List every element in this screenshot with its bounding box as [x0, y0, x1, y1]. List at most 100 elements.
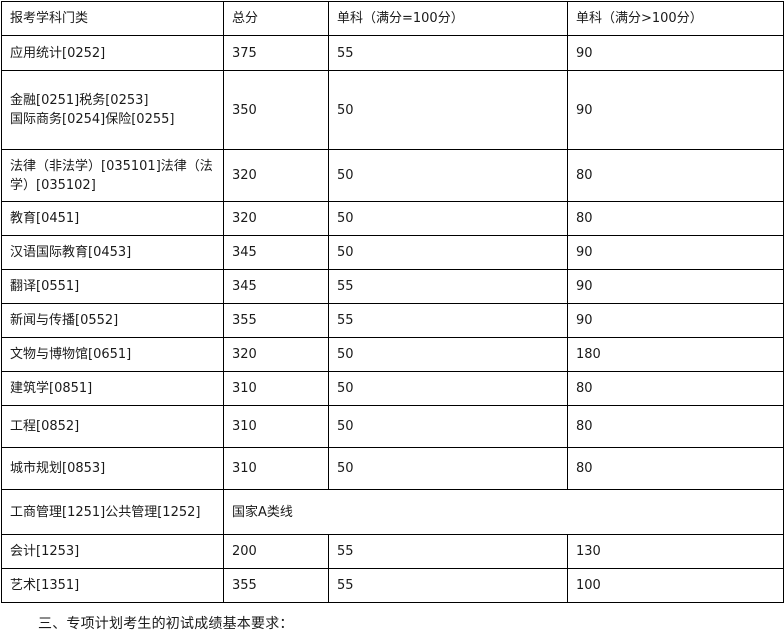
cell-subject: 教育[0451]	[1, 201, 224, 236]
single-over-100-value: 180	[576, 347, 601, 362]
single-over-100-value: 90	[576, 279, 593, 294]
cell-total: 345	[223, 269, 329, 304]
total-value: 355	[232, 313, 257, 328]
column-header-subject: 报考学科门类	[1, 1, 224, 36]
cell-single-100: 55	[328, 534, 568, 569]
cell-single-100: 50	[328, 405, 568, 448]
cell-total: 375	[223, 35, 329, 71]
cell-subject: 城市规划[0853]	[1, 447, 224, 490]
single-over-100-value: 90	[576, 313, 593, 328]
cell-subject: 法律（非法学）[035101]法律（法学）[035102]	[1, 149, 224, 202]
single-100-value: 55	[337, 578, 354, 593]
table-row: 汉语国际教育[0453] 345 50 90	[1, 235, 784, 270]
table-row: 会计[1253] 200 55 130	[1, 534, 784, 569]
cell-subject: 艺术[1351]	[1, 568, 224, 603]
table-row-merged: 工商管理[1251]公共管理[1252] 国家A类线	[1, 489, 784, 535]
single-100-value: 50	[337, 245, 354, 260]
cell-single-100: 55	[328, 568, 568, 603]
table-row: 教育[0451] 320 50 80	[1, 201, 784, 236]
total-value: 320	[232, 211, 257, 226]
table-row: 文物与博物馆[0651] 320 50 180	[1, 337, 784, 372]
table-header-row: 报考学科门类 总分 单科（满分=100分） 单科（满分>100分）	[1, 1, 784, 36]
single-100-value: 50	[337, 461, 354, 476]
cell-single-over-100: 130	[567, 534, 784, 569]
cell-subject: 工程[0852]	[1, 405, 224, 448]
cell-single-over-100: 80	[567, 447, 784, 490]
cell-total: 320	[223, 337, 329, 372]
cell-total: 355	[223, 568, 329, 603]
cell-single-100: 50	[328, 337, 568, 372]
cell-single-over-100: 80	[567, 149, 784, 202]
cell-subject: 应用统计[0252]	[1, 35, 224, 71]
subject-label: 工商管理[1251]公共管理[1252]	[10, 504, 201, 520]
cell-single-over-100: 90	[567, 269, 784, 304]
cell-single-100: 50	[328, 201, 568, 236]
table-row: 法律（非法学）[035101]法律（法学）[035102] 320 50 80	[1, 149, 784, 202]
column-header-subject-label: 报考学科门类	[10, 11, 89, 26]
total-value: 375	[232, 45, 257, 61]
table-row: 工程[0852] 310 50 80	[1, 405, 784, 448]
single-over-100-value: 80	[576, 461, 593, 476]
cell-subject: 金融[0251]税务[0253] 国际商务[0254]保险[0255]	[1, 70, 224, 150]
admission-score-table: 报考学科门类 总分 单科（满分=100分） 单科（满分>100分） 应用统计[0…	[1, 1, 784, 603]
cell-total: 350	[223, 70, 329, 150]
single-100-value: 50	[337, 347, 354, 362]
cell-single-over-100: 90	[567, 303, 784, 338]
total-value: 310	[232, 419, 257, 434]
table-row: 翻译[0551] 345 55 90	[1, 269, 784, 304]
table-body: 报考学科门类 总分 单科（满分=100分） 单科（满分>100分） 应用统计[0…	[1, 1, 784, 603]
single-100-value: 50	[337, 168, 354, 183]
cell-total: 310	[223, 405, 329, 448]
column-header-total-label: 总分	[232, 11, 259, 26]
subject-label: 艺术[1351]	[10, 578, 80, 593]
single-over-100-value: 90	[576, 45, 593, 61]
subject-label: 翻译[0551]	[10, 279, 80, 294]
cell-subject: 建筑学[0851]	[1, 371, 224, 406]
table-row: 建筑学[0851] 310 50 80	[1, 371, 784, 406]
cell-single-100: 50	[328, 447, 568, 490]
cell-subject: 翻译[0551]	[1, 269, 224, 304]
single-100-value: 50	[337, 211, 354, 226]
total-value: 350	[232, 102, 257, 118]
total-value: 310	[232, 461, 257, 476]
cell-subject: 新闻与传播[0552]	[1, 303, 224, 338]
table-row: 新闻与传播[0552] 355 55 90	[1, 303, 784, 338]
single-100-value: 55	[337, 279, 354, 294]
cell-single-100: 50	[328, 371, 568, 406]
cell-single-over-100: 80	[567, 405, 784, 448]
cell-single-100: 55	[328, 35, 568, 71]
column-header-single-over-100: 单科（满分>100分）	[567, 1, 784, 36]
subject-label-line2: 国际商务[0254]保险[0255]	[10, 112, 175, 127]
column-header-single-100-label: 单科（满分=100分）	[337, 11, 464, 26]
cell-total: 320	[223, 149, 329, 202]
single-100-value: 55	[337, 45, 354, 61]
single-over-100-value: 90	[576, 102, 593, 118]
subject-label: 新闻与传播[0552]	[10, 313, 119, 328]
cell-single-100: 55	[328, 269, 568, 304]
national-line-value: 国家A类线	[232, 504, 293, 520]
cell-total: 310	[223, 447, 329, 490]
total-value: 200	[232, 544, 257, 559]
single-over-100-value: 130	[576, 544, 601, 559]
subject-label-line1: 金融[0251]税务[0253]	[10, 93, 149, 108]
cell-single-over-100: 80	[567, 371, 784, 406]
cell-total: 200	[223, 534, 329, 569]
column-header-total: 总分	[223, 1, 329, 36]
cell-single-over-100: 90	[567, 35, 784, 71]
total-value: 345	[232, 279, 257, 294]
cell-single-100: 50	[328, 235, 568, 270]
subject-label: 文物与博物馆[0651]	[10, 347, 132, 362]
single-over-100-value: 100	[576, 578, 601, 593]
cell-single-over-100: 90	[567, 70, 784, 150]
single-100-value: 55	[337, 544, 354, 559]
subject-label: 会计[1253]	[10, 544, 80, 559]
total-value: 345	[232, 245, 257, 260]
column-header-single-over-100-label: 单科（满分>100分）	[576, 11, 703, 26]
total-value: 320	[232, 168, 257, 183]
table-row: 金融[0251]税务[0253] 国际商务[0254]保险[0255] 350 …	[1, 70, 784, 150]
table-row: 应用统计[0252] 375 55 90	[1, 35, 784, 71]
cell-subject: 工商管理[1251]公共管理[1252]	[1, 489, 224, 535]
total-value: 355	[232, 578, 257, 593]
cell-single-over-100: 90	[567, 235, 784, 270]
